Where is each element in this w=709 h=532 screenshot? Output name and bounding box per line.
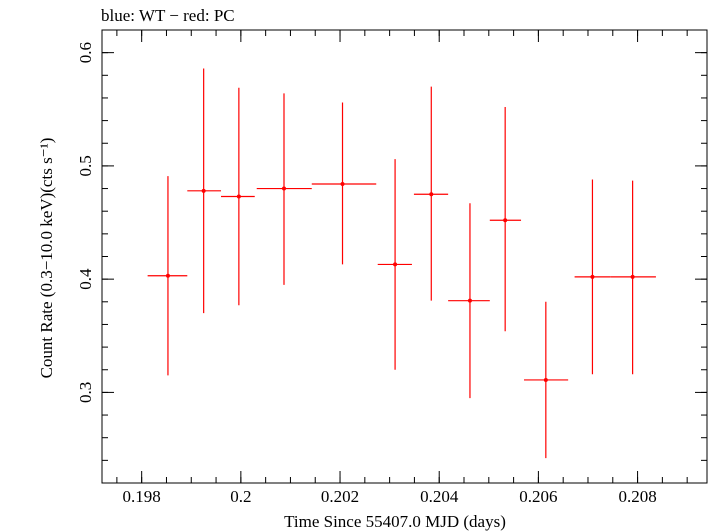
data-point [413, 86, 449, 301]
data-point [311, 102, 377, 265]
x-tick-labels: 0.198 0.2 0.202 0.204 0.206 0.208 [123, 487, 657, 506]
data-point [574, 179, 611, 375]
data-point [524, 301, 569, 459]
x-tick-label: 0.2 [230, 487, 251, 506]
point-marker [236, 194, 241, 199]
y-tick-label: 0.5 [76, 155, 95, 176]
x-tick-label: 0.206 [519, 487, 557, 506]
data-point [448, 203, 490, 399]
point-marker [201, 188, 206, 193]
x-tick-label: 0.204 [420, 487, 459, 506]
data-point [221, 87, 255, 306]
point-marker [165, 273, 170, 278]
data-point [187, 68, 222, 314]
point-marker [590, 274, 595, 279]
x-tick-label: 0.208 [618, 487, 656, 506]
y-tick-label: 0.3 [76, 382, 95, 403]
data-point [489, 107, 522, 332]
x-tick-label: 0.198 [123, 487, 161, 506]
data-point [256, 93, 312, 285]
data-point [147, 176, 188, 376]
x-tick-label: 0.202 [321, 487, 359, 506]
point-marker [393, 262, 398, 267]
point-marker [340, 182, 345, 187]
point-marker [281, 186, 286, 191]
axis-ticks [102, 29, 707, 484]
plot-frame [101, 29, 708, 484]
point-marker [467, 298, 472, 303]
y-axis-label: Count Rate (0.3−10.0 keV)(cts s⁻¹) [37, 138, 56, 379]
point-marker [503, 218, 508, 223]
point-marker [543, 377, 548, 382]
data-points [147, 68, 656, 459]
point-marker [630, 274, 635, 279]
data-point [377, 159, 412, 370]
y-tick-label: 0.4 [76, 268, 95, 290]
point-marker [429, 192, 434, 197]
y-tick-labels: 0.3 0.4 0.5 0.6 [76, 42, 95, 403]
y-tick-label: 0.6 [76, 42, 95, 63]
data-point [610, 180, 656, 375]
chart-title: blue: WT − red: PC [101, 6, 235, 25]
x-axis-label: Time Since 55407.0 MJD (days) [284, 512, 506, 531]
